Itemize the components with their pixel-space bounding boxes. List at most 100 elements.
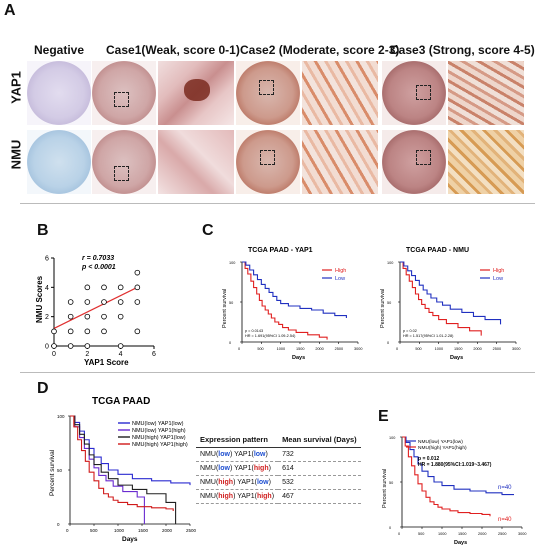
b-x-tick-label: 0: [52, 351, 56, 358]
b-y-tick-label: 6: [45, 256, 49, 263]
km-x-tick-label: 2500: [493, 347, 501, 351]
b-data-point: [134, 299, 141, 305]
table-row: NMU(low) YAP1(low) 732: [196, 447, 361, 462]
legend-label-high: High: [493, 268, 504, 274]
b-y-tick-label: 4: [45, 285, 49, 292]
km-ylabel: Percent survival: [380, 289, 386, 328]
ihc-zoom-yap1-case3: [448, 61, 524, 125]
annotation-r: r = 0.7033: [82, 255, 114, 262]
n-label-low: n=40: [498, 485, 512, 491]
km-xlabel: Days: [450, 355, 463, 360]
col-header-negative: Negative: [34, 43, 85, 57]
km-x-tick-label: 500: [418, 532, 424, 536]
b-data-point: [134, 284, 141, 291]
km-ylabel: Percent survival: [49, 449, 56, 496]
ihc-image-yap1-case1: [92, 61, 156, 125]
ihc-image-yap1-case3: [382, 61, 446, 125]
km-x-tick-label: 0: [398, 532, 400, 536]
b-data-point: [67, 328, 74, 335]
km-x-tick-label: 1500: [296, 347, 304, 351]
legend-label: NMU(high) YAP1(high): [418, 445, 467, 451]
b-data-point: [117, 343, 124, 349]
km-xlabel: Days: [122, 536, 138, 543]
legend-label: NMU(low) YAP1(high): [132, 428, 186, 434]
b-data-point: [67, 313, 74, 320]
b-data-point: [117, 313, 124, 320]
ihc-image-nmu-case2: [236, 130, 300, 194]
row-label-nmu: NMU: [8, 139, 24, 170]
ihc-zoom-yap1-case2: [302, 61, 378, 125]
km-x-tick-label: 0: [238, 347, 240, 351]
panel-label-a: A: [4, 2, 16, 19]
col-header-case3: Case3 (Strong, score 4-5): [390, 43, 535, 57]
km-x-tick-label: 3000: [512, 347, 520, 351]
panel-separator: [20, 203, 535, 204]
km-y-tick-label: 100: [389, 436, 395, 440]
km-series-line: [242, 261, 347, 318]
legend-label: NMU(low) YAP1(low): [418, 439, 463, 445]
legend-label: NMU(low) YAP1(low): [132, 421, 184, 427]
ihc-image-nmu-case1: [92, 130, 156, 194]
km-x-tick-label: 2500: [186, 528, 197, 533]
b-data-point: [101, 328, 107, 335]
zoom-region-box: [260, 150, 275, 165]
km-y-tick-label: 100: [387, 261, 393, 265]
stats-p: p = 0.02: [403, 329, 417, 333]
ihc-image-yap1-case2: [236, 61, 300, 125]
km-x-tick-label: 1000: [277, 347, 285, 351]
km-y-tick-label: 50: [57, 468, 63, 473]
b-xlabel: YAP1 Score: [84, 358, 129, 367]
km-y-tick-label: 0: [229, 341, 231, 345]
km-ylabel: Percent survival: [222, 289, 228, 328]
km-title: TCGA PAAD - NMU: [406, 247, 469, 254]
km-series-line: [402, 436, 491, 517]
km-x-tick-label: 3000: [354, 347, 362, 351]
row-label-yap1: YAP1: [8, 71, 24, 104]
stats-hr: HR = 1.691(95%CI 1.09-2.54): [245, 334, 296, 338]
km-x-tick-label: 1500: [138, 528, 149, 533]
legend-label: NMU(high) YAP1(high): [132, 442, 188, 448]
b-data-point: [51, 343, 57, 349]
b-data-point: [67, 299, 74, 305]
km-y-tick-label: 0: [389, 526, 391, 530]
legend-label-low: Low: [335, 276, 345, 282]
km-xlabel: Days: [454, 540, 467, 546]
col-header-case2: Case2 (Moderate, score 2-3): [240, 43, 400, 57]
km-title: TCGA PAAD: [92, 396, 150, 407]
km-x-tick-label: 2000: [478, 532, 486, 536]
panel-label-e: E: [378, 408, 389, 425]
km-y-tick-label: 100: [229, 261, 235, 265]
b-data-point: [67, 343, 74, 349]
panel-label-c: C: [202, 222, 214, 239]
ihc-zoom-nmu-case1: [158, 130, 234, 194]
km-series-line: [400, 261, 482, 336]
table-row: NMU(high) YAP1(high) 467: [196, 489, 361, 504]
zoom-region-box: [416, 150, 431, 165]
km-x-tick-label: 3000: [518, 532, 526, 536]
b-data-point: [51, 328, 57, 335]
ihc-zoom-nmu-case2: [302, 130, 378, 194]
km-series-line: [70, 415, 174, 512]
km-ylabel: Percent survival: [382, 469, 388, 508]
panel-separator: [20, 372, 535, 373]
b-y-tick-label: 2: [45, 314, 49, 321]
ihc-image-nmu-case3: [382, 130, 446, 194]
b-data-point: [84, 343, 91, 349]
ihc-image-nmu-negative: [27, 130, 91, 194]
b-data-point: [84, 284, 91, 291]
table-header-mean: Mean survival (Days): [278, 432, 361, 448]
km-series-line: [242, 261, 328, 340]
km-x-tick-label: 1000: [435, 347, 443, 351]
km-x-tick-label: 1500: [458, 532, 466, 536]
b-data-point: [101, 313, 107, 320]
b-data-point: [134, 328, 141, 335]
b-data-point: [134, 269, 141, 276]
annotation-p: p < 0.0001: [81, 264, 116, 271]
n-label-high: n=40: [498, 517, 512, 523]
panel-label-d: D: [37, 380, 49, 397]
stats-p: p = 0.0143: [245, 329, 263, 333]
panel-label-b: B: [37, 222, 49, 239]
ihc-image-yap1-negative: [27, 61, 91, 125]
